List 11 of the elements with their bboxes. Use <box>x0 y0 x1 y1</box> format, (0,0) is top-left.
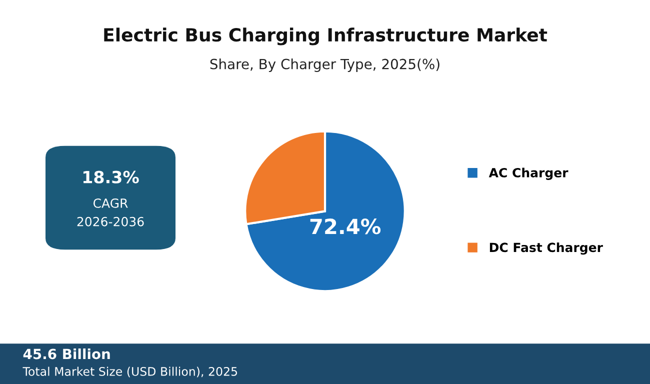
pie-slice <box>245 130 406 292</box>
text: CAGR <box>93 198 128 208</box>
text: 45.6 Billion <box>23 348 110 360</box>
chart-subtitle: Share, By Charger Type, 2025(%) <box>210 58 440 72</box>
text: Total Market Size (USD Billion), 2025 <box>22 366 238 378</box>
legend-label: DC Fast Charger <box>490 242 603 255</box>
legend-label: AC Charger <box>488 168 568 180</box>
data-label: 72.4% <box>310 218 381 234</box>
chart-title: Electric Bus Charging Infrastructure Market <box>104 28 548 46</box>
text: 2026-2036 <box>77 216 144 226</box>
text: 18.3% <box>83 170 139 184</box>
